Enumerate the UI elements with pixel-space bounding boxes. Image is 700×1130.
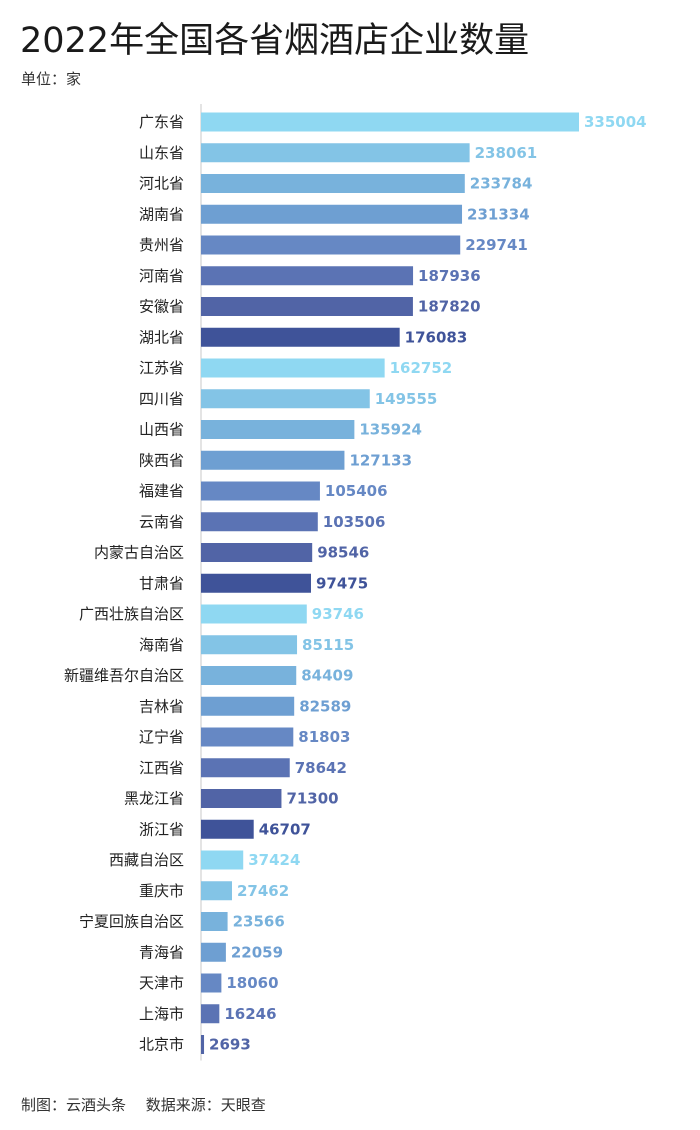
value-label: 84409 bbox=[301, 667, 353, 685]
value-label: 71300 bbox=[286, 790, 338, 808]
value-label: 127133 bbox=[349, 451, 412, 469]
value-label: 93746 bbox=[312, 605, 364, 623]
bar bbox=[201, 1004, 220, 1024]
bar bbox=[201, 696, 295, 716]
category-label: 西藏自治区 bbox=[109, 851, 184, 869]
bar bbox=[201, 727, 294, 747]
category-label: 黑龙江省 bbox=[124, 790, 184, 808]
category-label: 上海市 bbox=[139, 1005, 184, 1023]
bar bbox=[201, 512, 318, 532]
value-label: 238061 bbox=[475, 144, 538, 162]
value-label: 81803 bbox=[298, 728, 350, 746]
category-label: 安徽省 bbox=[139, 298, 184, 316]
category-label: 山西省 bbox=[139, 421, 184, 439]
bar bbox=[201, 143, 470, 163]
bar bbox=[201, 204, 463, 224]
bar bbox=[201, 573, 311, 593]
category-label: 四川省 bbox=[139, 390, 184, 408]
category-label: 吉林省 bbox=[139, 697, 184, 715]
value-label: 187936 bbox=[418, 267, 481, 285]
bar bbox=[201, 266, 414, 286]
value-label: 78642 bbox=[295, 759, 347, 777]
category-label: 河南省 bbox=[139, 267, 184, 285]
category-label: 福建省 bbox=[139, 482, 184, 500]
category-label: 江苏省 bbox=[139, 359, 184, 377]
bar bbox=[201, 819, 254, 839]
category-label: 重庆市 bbox=[139, 882, 184, 900]
value-label: 162752 bbox=[390, 359, 453, 377]
bar bbox=[201, 297, 413, 316]
category-label: 北京市 bbox=[139, 1036, 184, 1054]
value-label: 46707 bbox=[259, 820, 311, 838]
value-label: 16246 bbox=[224, 1005, 276, 1023]
value-label: 229741 bbox=[465, 236, 528, 254]
value-label: 231334 bbox=[467, 205, 530, 223]
category-label: 广东省 bbox=[139, 113, 184, 131]
footer-credit: 制图：云酒头条 数据来源：天眼查 bbox=[21, 1096, 266, 1114]
category-label: 陕西省 bbox=[139, 451, 184, 469]
bar bbox=[201, 850, 244, 870]
bar bbox=[201, 235, 461, 255]
bar bbox=[201, 1035, 205, 1054]
value-label: 82589 bbox=[299, 697, 351, 715]
value-label: 103506 bbox=[323, 513, 386, 531]
bar bbox=[201, 420, 355, 439]
value-label: 23566 bbox=[233, 913, 285, 931]
bar bbox=[201, 481, 320, 501]
bar bbox=[201, 604, 307, 624]
bar bbox=[201, 174, 465, 193]
value-label: 187820 bbox=[418, 298, 481, 316]
value-label: 233784 bbox=[470, 175, 533, 193]
bar bbox=[201, 389, 370, 409]
value-label: 18060 bbox=[226, 974, 278, 992]
category-label: 甘肃省 bbox=[139, 574, 184, 592]
category-label: 江西省 bbox=[139, 759, 184, 777]
category-label: 贵州省 bbox=[139, 236, 184, 254]
category-label: 海南省 bbox=[139, 636, 184, 654]
category-label: 青海省 bbox=[139, 943, 184, 961]
bar bbox=[201, 327, 400, 347]
category-label: 广西壮族自治区 bbox=[79, 605, 184, 623]
category-label: 内蒙古自治区 bbox=[94, 544, 184, 562]
value-label: 176083 bbox=[405, 328, 468, 346]
bar bbox=[201, 112, 579, 132]
category-label: 云南省 bbox=[139, 513, 184, 531]
category-label: 湖南省 bbox=[139, 205, 184, 223]
bar bbox=[201, 635, 298, 655]
value-label: 149555 bbox=[375, 390, 438, 408]
value-label: 37424 bbox=[248, 851, 300, 869]
category-label: 河北省 bbox=[139, 175, 184, 193]
category-label: 浙江省 bbox=[139, 820, 184, 838]
value-label: 2693 bbox=[209, 1036, 251, 1054]
value-label: 105406 bbox=[325, 482, 388, 500]
bar bbox=[201, 942, 226, 962]
category-label: 新疆维吾尔自治区 bbox=[64, 667, 184, 685]
bar-chart: 广东省 335004 山东省 238061 河北省 233784 湖南省 231334 贵州省 2… bbox=[64, 104, 647, 1061]
category-label: 辽宁省 bbox=[139, 728, 184, 746]
bar bbox=[201, 758, 290, 778]
bar bbox=[201, 666, 297, 685]
chart-title: 2022年全国各省烟酒店企业数量 bbox=[20, 21, 530, 61]
value-label: 22059 bbox=[231, 943, 283, 961]
bar bbox=[201, 881, 232, 901]
category-label: 宁夏回族自治区 bbox=[79, 913, 184, 931]
value-label: 27462 bbox=[237, 882, 289, 900]
category-label: 湖北省 bbox=[139, 328, 184, 346]
bar bbox=[201, 358, 385, 378]
value-label: 98546 bbox=[317, 544, 369, 562]
bar bbox=[201, 450, 345, 470]
bars-layer: 广东省 335004 山东省 238061 河北省 233784 湖南省 231334 贵州省 2… bbox=[64, 112, 647, 1054]
unit-label: 单位：家 bbox=[21, 70, 82, 88]
bar bbox=[201, 789, 282, 808]
value-label: 335004 bbox=[584, 113, 647, 131]
bar bbox=[201, 973, 222, 993]
bar bbox=[201, 912, 228, 931]
category-label: 山东省 bbox=[139, 144, 184, 162]
bar bbox=[201, 543, 313, 562]
value-label: 135924 bbox=[359, 421, 422, 439]
value-label: 97475 bbox=[316, 574, 368, 592]
value-label: 85115 bbox=[302, 636, 354, 654]
category-label: 天津市 bbox=[139, 974, 184, 992]
